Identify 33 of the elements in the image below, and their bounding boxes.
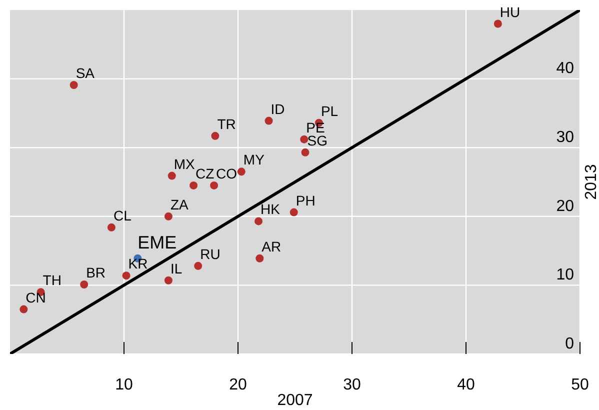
- y-tick-label: 20: [556, 198, 574, 215]
- annotation: TH: [42, 272, 62, 288]
- x-tick-label: 30: [343, 376, 361, 394]
- y-axis-title: 2013: [583, 164, 599, 200]
- annotation: MY: [243, 152, 266, 168]
- annotation: MX: [174, 156, 196, 172]
- x-tick-label: 40: [457, 376, 475, 394]
- annotation: CL: [113, 207, 132, 224]
- annotation: KR: [128, 256, 148, 272]
- x-tick-label: 10: [115, 376, 133, 394]
- annotation: AR: [262, 238, 282, 254]
- annotation: HK: [260, 201, 281, 218]
- annotation: ID: [270, 100, 285, 117]
- annotation: CZ: [196, 165, 215, 182]
- x-tick-label: 20: [229, 376, 247, 394]
- annotation: PH: [296, 192, 316, 208]
- y-tick-label: 10: [556, 266, 574, 284]
- annotation: HU: [500, 4, 520, 20]
- annotation: EME: [138, 232, 177, 252]
- annotation: SA: [76, 64, 96, 81]
- annotation: CN: [26, 289, 46, 306]
- x-axis-title: 2007: [277, 392, 313, 409]
- y-tick-label: 30: [556, 129, 574, 146]
- annotation: PL: [320, 102, 338, 119]
- x-tick-label: 50: [571, 376, 589, 394]
- annotation: CO: [216, 165, 238, 182]
- annotation: IL: [170, 260, 182, 276]
- annotation: ZA: [170, 196, 190, 212]
- y-tick-label: 0: [565, 335, 574, 352]
- y-tick-label: 40: [556, 60, 574, 78]
- annotation: TR: [217, 116, 236, 132]
- annotation: BR: [86, 264, 106, 281]
- annotation: RU: [200, 246, 220, 262]
